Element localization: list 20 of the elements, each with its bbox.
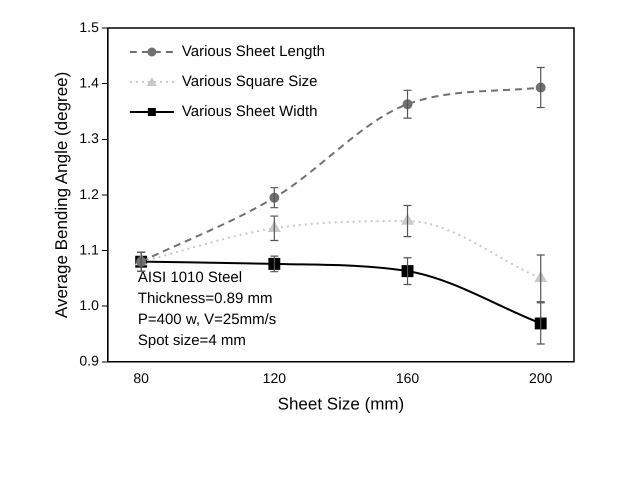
legend-label: Various Sheet Width — [182, 103, 318, 120]
x-tick-label: 120 — [262, 370, 286, 386]
y-tick-label: 1.3 — [79, 130, 100, 146]
y-tick-label: 1.1 — [79, 241, 100, 258]
y-tick-label: 1.5 — [79, 18, 100, 35]
y-tick-label: 1.4 — [79, 74, 100, 90]
y-tick-label: 1.0 — [79, 297, 100, 314]
x-axis-title: Sheet Size (mm) — [278, 394, 404, 414]
x-tick-label: 160 — [396, 370, 420, 386]
y-tick-label: 1.2 — [79, 186, 100, 202]
annotation: P=400 w, V=25mm/s — [138, 310, 276, 328]
annotation: AISI 1010 Steel — [138, 268, 242, 286]
y-axis-title: Average Bending Angle (degree) — [52, 72, 71, 318]
x-tick-label: 80 — [133, 370, 150, 386]
x-tick-label: 200 — [529, 370, 553, 386]
annotation: Thickness=0.89 mm — [138, 290, 273, 307]
legend-label: Various Square Size — [182, 73, 318, 90]
legend-label: Various Sheet Length — [182, 43, 326, 60]
annotation: Spot size=4 mm — [138, 332, 246, 349]
y-tick-label: 0.9 — [79, 352, 100, 369]
